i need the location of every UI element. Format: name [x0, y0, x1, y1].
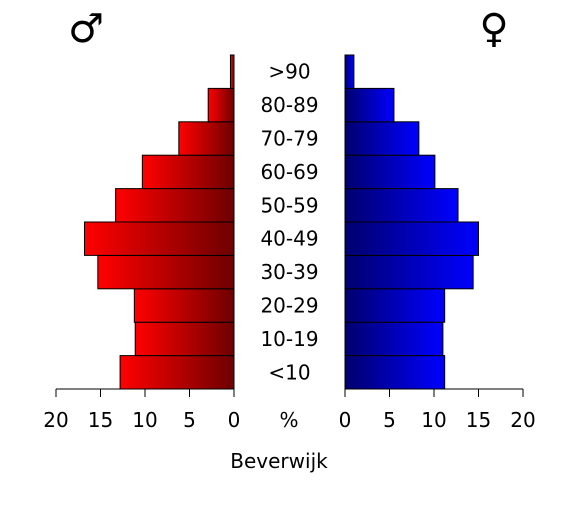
age-group-labels: <10 10-19 20-29 30-39 40-49 50-59 60-69 70-79 80…: [260, 60, 318, 385]
male-symbol: ♂: [68, 6, 104, 52]
tick-label: 0: [339, 408, 352, 432]
tick-label: 5: [383, 408, 396, 432]
male-bar-80-89: [207, 87, 235, 123]
male-bar-70-79: [178, 121, 235, 156]
male-bar-20-29: [133, 288, 235, 323]
unit-label: %: [279, 408, 298, 432]
female-bar-50-59: [344, 188, 459, 223]
male-bar-30-39: [97, 254, 235, 290]
age-label-40-49: 40-49: [260, 227, 318, 251]
female-bar-60-69: [344, 154, 436, 190]
chart-title: Beverwijk: [230, 449, 328, 473]
female-bar-70-79: [344, 121, 420, 156]
age-label-60-69: 60-69: [260, 160, 318, 184]
male-bar->90: [229, 54, 235, 89]
female-bar-80-89: [344, 87, 395, 123]
age-label-30-39: 30-39: [260, 260, 318, 284]
age-label-50-59: 50-59: [260, 193, 318, 217]
female-bar-40-49: [344, 221, 479, 256]
tick-label: 5: [183, 408, 196, 432]
female-x-axis: 0 5 10 15 20: [339, 388, 536, 432]
male-bar-<10: [119, 355, 235, 390]
age-label-70-79: 70-79: [260, 127, 318, 151]
tick-label: 20: [43, 408, 68, 432]
age-label-<10: <10: [268, 360, 310, 384]
tick-label: 10: [132, 408, 157, 432]
tick-label: 15: [466, 408, 491, 432]
female-bar-10-19: [344, 321, 444, 357]
male-bar-40-49: [83, 221, 235, 256]
tick-label: 10: [421, 408, 446, 432]
tick-label: 0: [228, 408, 241, 432]
female-bars: [344, 54, 479, 390]
male-bar-60-69: [141, 154, 235, 190]
female-bar->90: [344, 54, 355, 89]
age-label-20-29: 20-29: [260, 294, 318, 318]
tick-label: 15: [88, 408, 113, 432]
age-label->90: >90: [268, 60, 310, 84]
age-label-10-19: 10-19: [260, 327, 318, 351]
female-bar-20-29: [344, 288, 446, 323]
age-label-80-89: 80-89: [260, 93, 318, 117]
female-symbol: ♀: [479, 6, 508, 52]
male-bars: [83, 54, 235, 390]
female-bar-<10: [344, 355, 446, 390]
male-x-axis: 0 5 10 15 20: [43, 388, 241, 432]
tick-label: 20: [510, 408, 535, 432]
male-bar-10-19: [134, 321, 235, 357]
female-bar-30-39: [344, 254, 474, 290]
male-bar-50-59: [115, 188, 235, 223]
